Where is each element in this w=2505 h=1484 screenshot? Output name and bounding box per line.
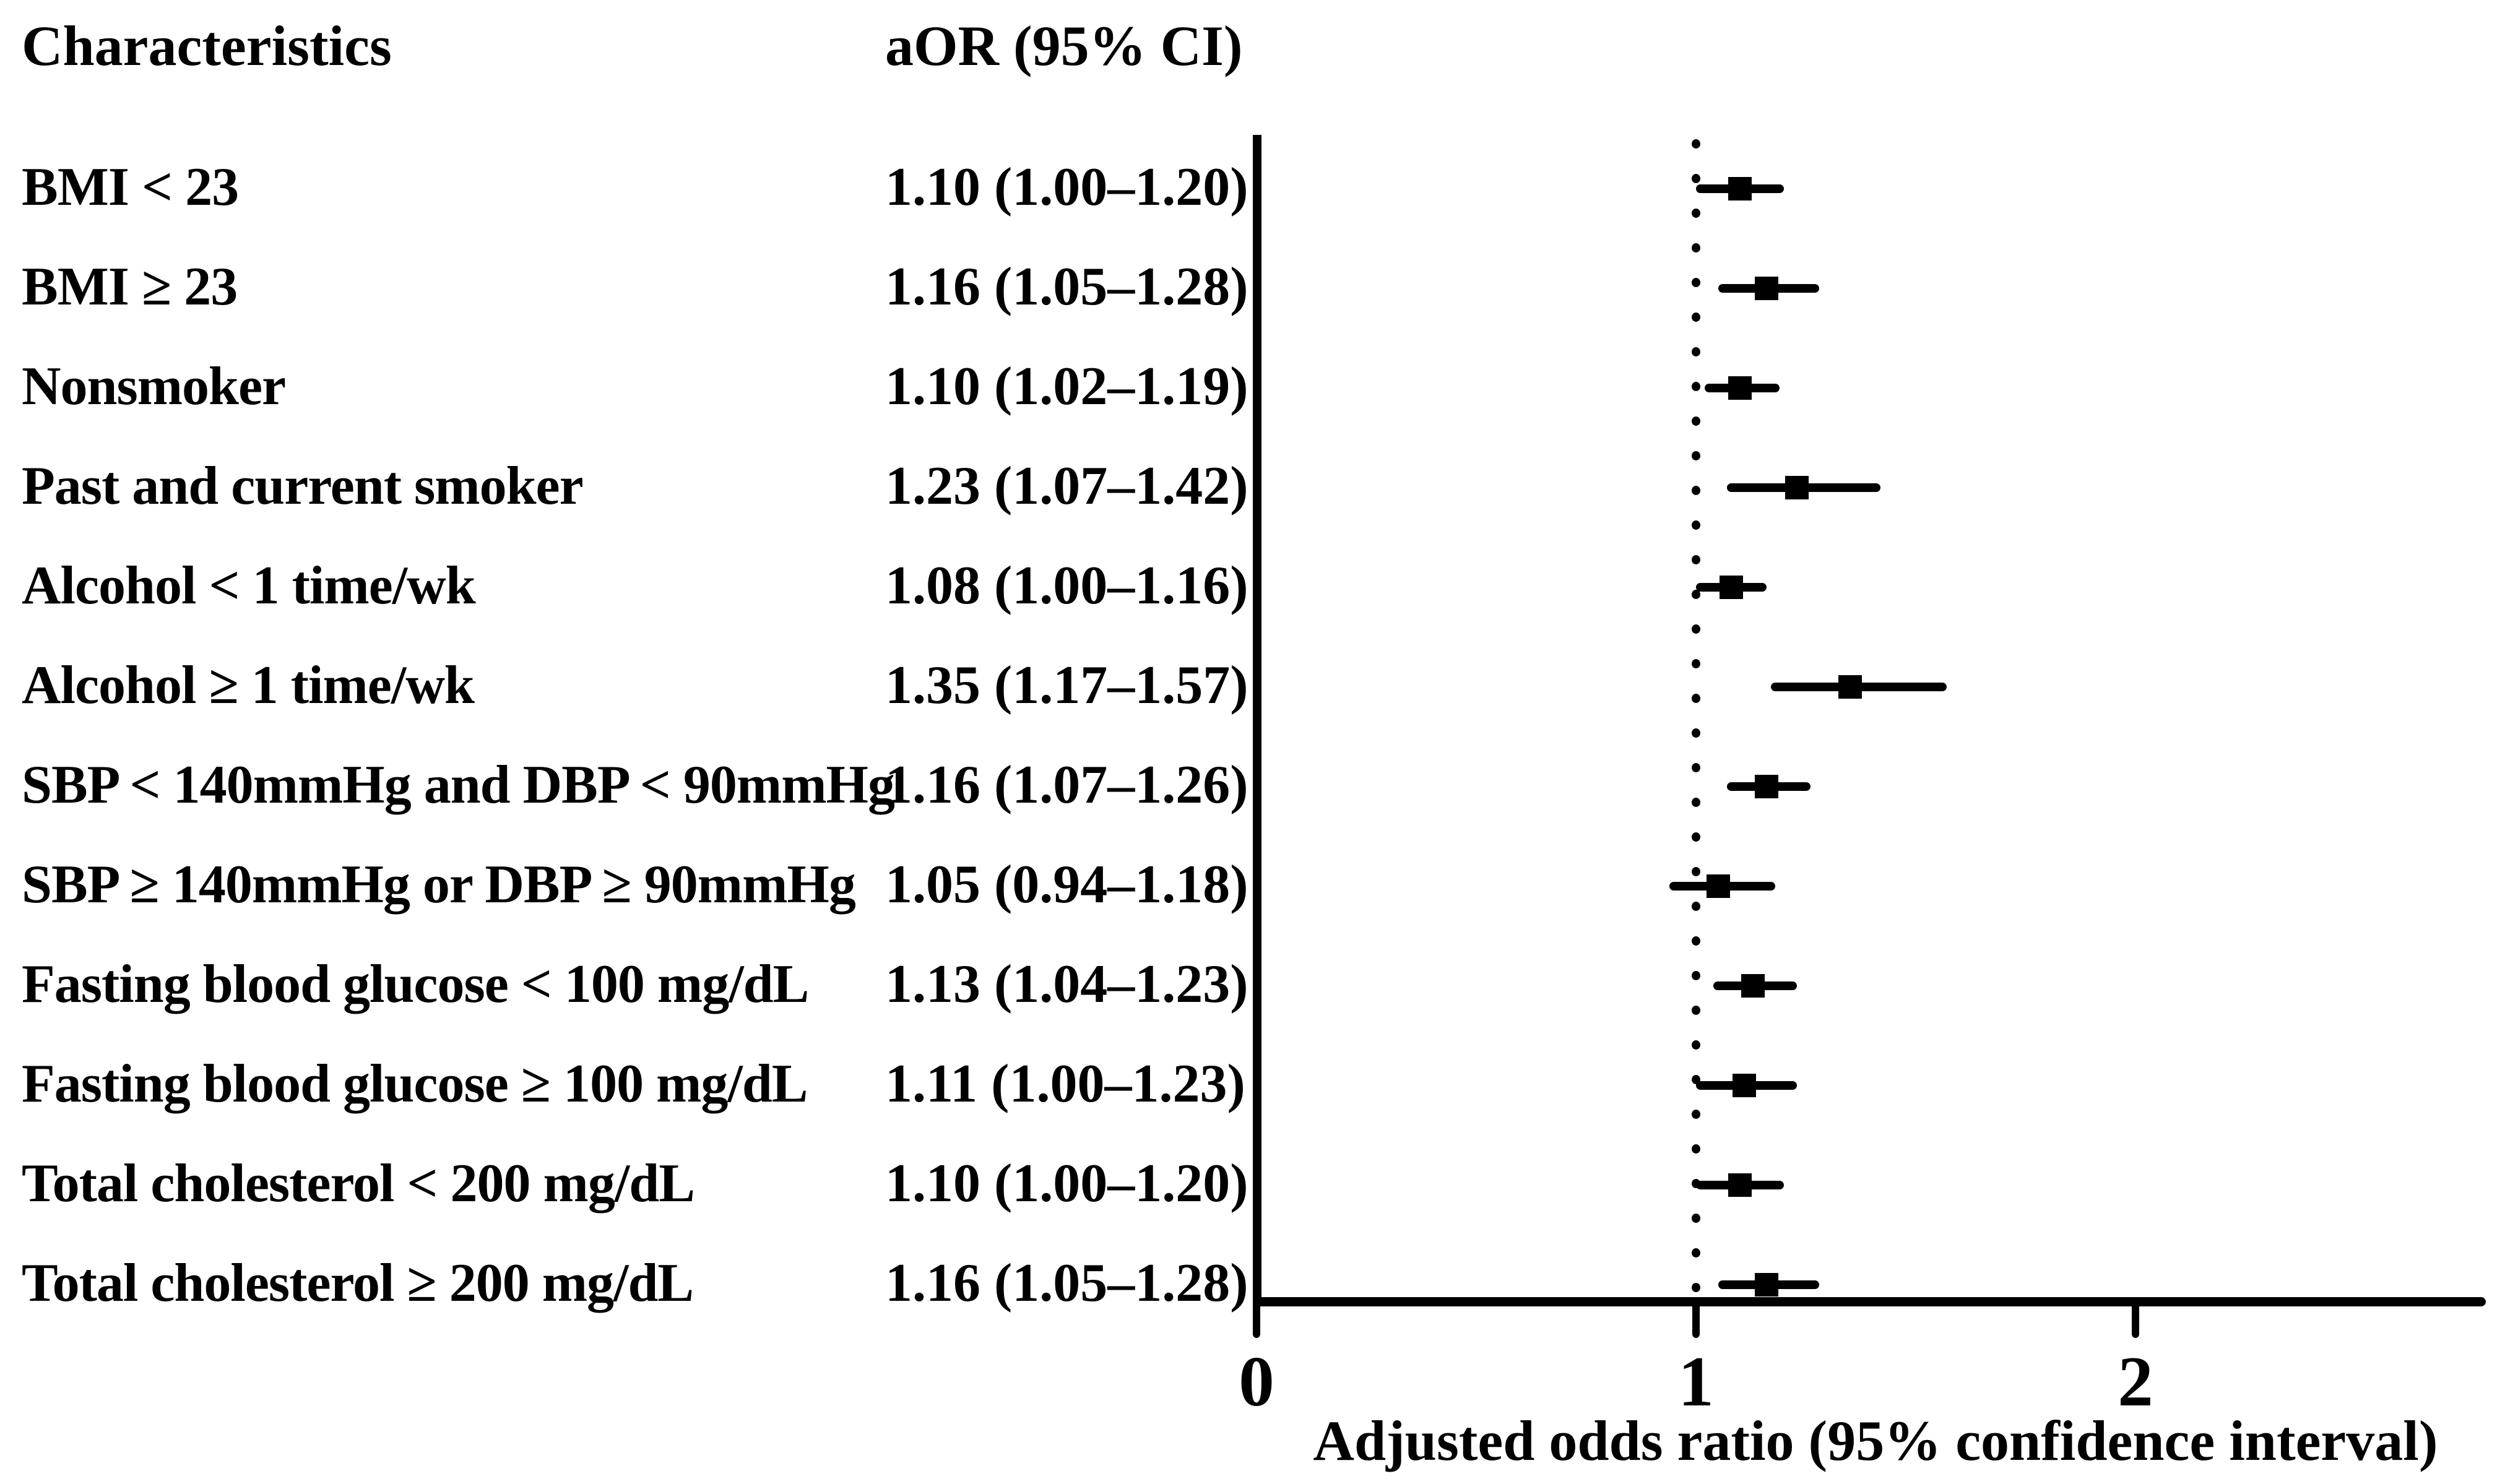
- odds-ratio-marker: [1728, 177, 1752, 201]
- reference-line-dot: [1692, 659, 1700, 668]
- reference-line-dot: [1692, 624, 1700, 634]
- x-tick-label: 2: [2118, 1342, 2153, 1421]
- row-aor-value: 1.16 (1.05–1.28): [885, 1253, 1248, 1314]
- reference-line-dot: [1692, 243, 1700, 252]
- odds-ratio-marker: [1785, 476, 1809, 499]
- x-axis-line: [1253, 1297, 2486, 1306]
- row-label: Fasting blood glucose < 100 mg/dL: [22, 954, 809, 1015]
- row-label: SBP < 140mmHg and DBP < 90mmHg: [22, 755, 895, 816]
- reference-line-dot: [1692, 798, 1700, 807]
- odds-ratio-marker: [1741, 974, 1765, 998]
- odds-ratio-marker: [1728, 376, 1752, 400]
- odds-ratio-marker: [1754, 775, 1778, 798]
- reference-line-dot: [1692, 139, 1700, 149]
- reference-line-dot: [1692, 590, 1700, 599]
- x-axis-title: Adjusted odds ratio (95% confidence inte…: [1313, 1409, 2438, 1472]
- reference-line-dot: [1692, 1248, 1700, 1258]
- reference-line-dot: [1692, 936, 1700, 946]
- row-aor-value: 1.05 (0.94–1.18): [885, 855, 1248, 915]
- odds-ratio-marker: [1719, 576, 1743, 599]
- odds-ratio-marker: [1706, 874, 1730, 898]
- row-aor-value: 1.10 (1.02–1.19): [885, 356, 1248, 417]
- row-label: Past and current smoker: [22, 456, 584, 517]
- row-aor-value: 1.08 (1.00–1.16): [885, 556, 1248, 616]
- reference-line-dot: [1692, 1144, 1700, 1154]
- reference-line-dot: [1692, 451, 1700, 460]
- x-tick-mark: [1253, 1302, 1260, 1338]
- characteristics-column-header: Characteristics: [22, 14, 392, 77]
- row-label: Nonsmoker: [22, 356, 286, 417]
- row-label: BMI < 23: [22, 157, 239, 218]
- odds-ratio-marker: [1838, 675, 1862, 699]
- reference-line-dot: [1692, 313, 1700, 322]
- reference-line-dot: [1692, 832, 1700, 842]
- reference-line-dot: [1692, 971, 1700, 980]
- x-tick-label: 1: [1678, 1342, 1714, 1421]
- odds-ratio-marker: [1754, 277, 1778, 300]
- reference-line-dot: [1692, 1040, 1700, 1050]
- row-label: Total cholesterol < 200 mg/dL: [22, 1154, 695, 1214]
- reference-line-dot: [1692, 694, 1700, 703]
- y-axis-line: [1253, 135, 1261, 1306]
- reference-line-dot: [1692, 486, 1700, 495]
- reference-line-dot: [1692, 174, 1700, 183]
- row-aor-value: 1.16 (1.05–1.28): [885, 257, 1248, 317]
- reference-line-dot: [1692, 1110, 1700, 1119]
- reference-line-dot: [1692, 520, 1700, 530]
- row-aor-value: 1.23 (1.07–1.42): [885, 456, 1248, 517]
- reference-line-dot: [1692, 763, 1700, 772]
- row-label: BMI ≥ 23: [22, 257, 238, 317]
- reference-line-dot: [1692, 728, 1700, 738]
- reference-line-dot: [1692, 902, 1700, 911]
- row-label: SBP ≥ 140mmHg or DBP ≥ 90mmHg: [22, 855, 856, 915]
- odds-ratio-marker: [1733, 1074, 1757, 1097]
- reference-line-dot: [1692, 382, 1700, 391]
- reference-line-dot: [1692, 1214, 1700, 1223]
- row-label: Total cholesterol ≥ 200 mg/dL: [22, 1253, 694, 1314]
- row-label: Alcohol < 1 time/wk: [22, 556, 476, 616]
- reference-line-dot: [1692, 1283, 1700, 1292]
- row-aor-value: 1.10 (1.00–1.20): [885, 1154, 1248, 1214]
- x-tick-label: 0: [1239, 1342, 1274, 1421]
- reference-line-dot: [1692, 347, 1700, 356]
- reference-line-dot: [1692, 1006, 1700, 1015]
- reference-line-dot: [1692, 416, 1700, 426]
- reference-line-dot: [1692, 555, 1700, 564]
- odds-ratio-marker: [1728, 1173, 1752, 1197]
- row-aor-value: 1.11 (1.00–1.23): [885, 1054, 1245, 1115]
- reference-line-dot: [1692, 209, 1700, 218]
- row-aor-value: 1.16 (1.07–1.26): [885, 755, 1248, 816]
- row-aor-value: 1.35 (1.17–1.57): [885, 655, 1248, 716]
- odds-ratio-marker: [1754, 1273, 1778, 1296]
- x-tick-mark: [1692, 1302, 1700, 1338]
- row-label: Alcohol ≥ 1 time/wk: [22, 655, 475, 716]
- x-tick-mark: [2132, 1302, 2139, 1338]
- aor-column-header: aOR (95% CI): [885, 14, 1243, 77]
- row-aor-value: 1.13 (1.04–1.23): [885, 954, 1248, 1015]
- row-aor-value: 1.10 (1.00–1.20): [885, 157, 1248, 218]
- row-label: Fasting blood glucose ≥ 100 mg/dL: [22, 1054, 808, 1115]
- reference-line-dot: [1692, 278, 1700, 287]
- reference-line-dot: [1692, 867, 1700, 876]
